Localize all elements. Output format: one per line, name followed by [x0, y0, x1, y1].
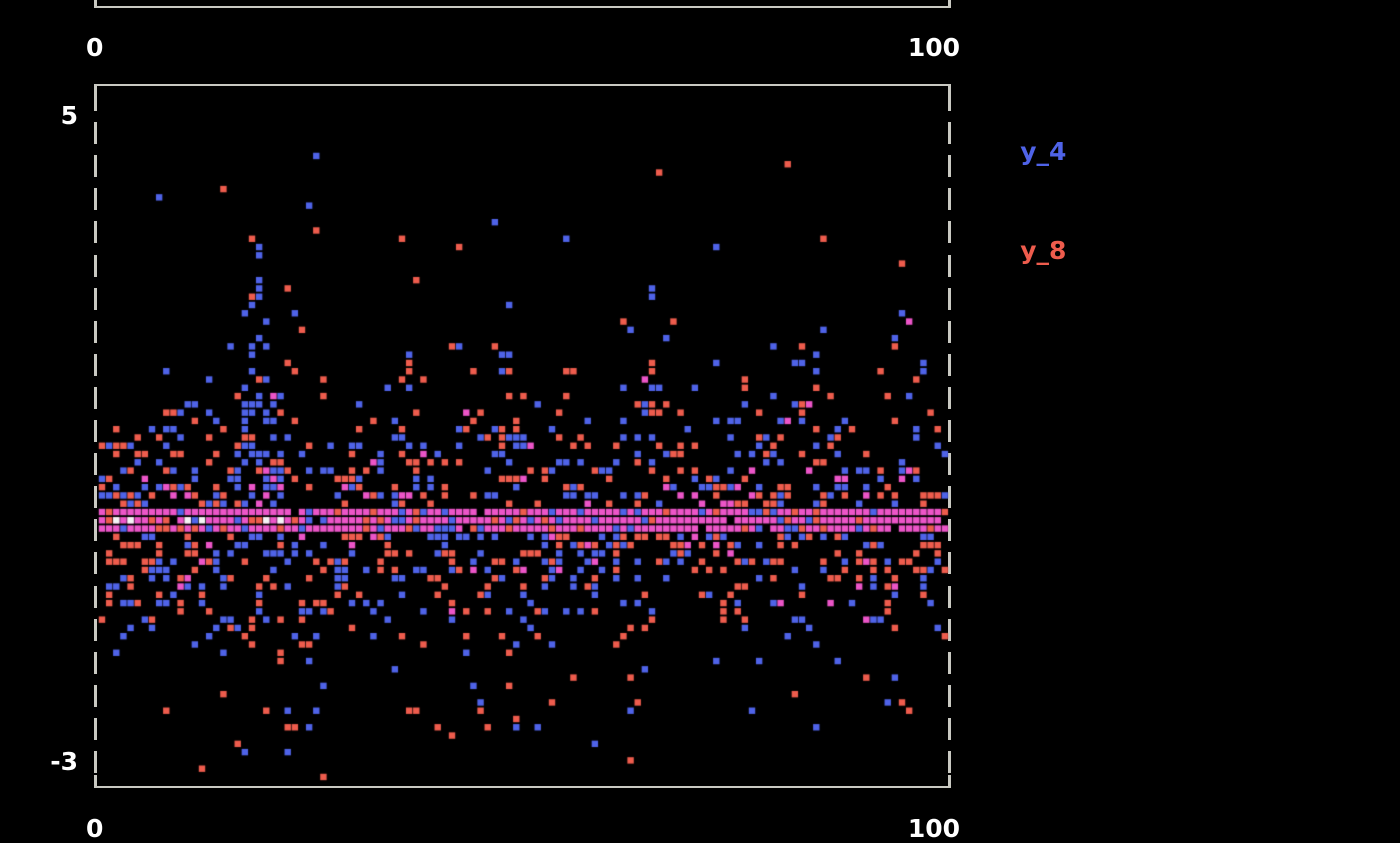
braille-dot-canvas — [0, 0, 1400, 840]
plot-root: 0 100 5 -3 0 100 y_4 y_8 — [0, 0, 1400, 841]
